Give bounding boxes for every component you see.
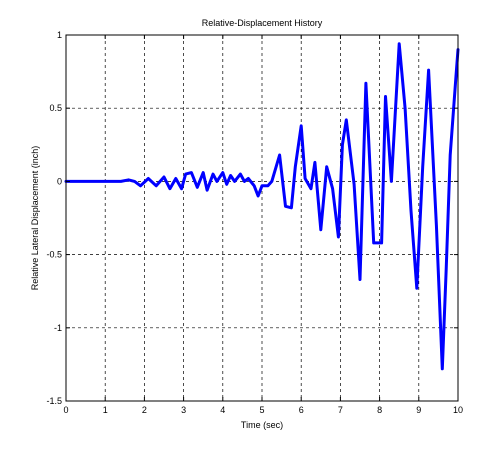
x-tick-label: 7 <box>338 405 343 415</box>
y-tick-label: 0.5 <box>49 103 62 113</box>
x-tick-label: 6 <box>299 405 304 415</box>
y-axis-title: Relative Lateral Displacement (inch) <box>30 146 40 291</box>
series-layer <box>64 42 460 371</box>
x-tick-label: 2 <box>142 405 147 415</box>
x-tick-label: 9 <box>416 405 421 415</box>
x-tick-label: 3 <box>181 405 186 415</box>
x-tick-label: 4 <box>220 405 225 415</box>
series-line <box>64 42 460 371</box>
x-tick-label: 8 <box>377 405 382 415</box>
y-tick-label: 1 <box>57 30 62 40</box>
x-axis-title: Time (sec) <box>241 420 283 430</box>
x-tick-label: 5 <box>259 405 264 415</box>
y-tick-label: -1.5 <box>46 396 62 406</box>
tick-layer: 0 1 2 3 4 5 6 7 8 9 10 -1.5 -1 -0.5 0 0.5 1 <box>46 30 463 415</box>
x-tick-label: 1 <box>103 405 108 415</box>
x-tick-label: 10 <box>453 405 463 415</box>
y-tick-label: -1 <box>54 323 62 333</box>
x-tick-label: 0 <box>63 405 68 415</box>
y-tick-label: -0.5 <box>46 250 62 260</box>
chart-title: Relative-Displacement History <box>202 18 323 28</box>
y-tick-label: 0 <box>57 176 62 186</box>
